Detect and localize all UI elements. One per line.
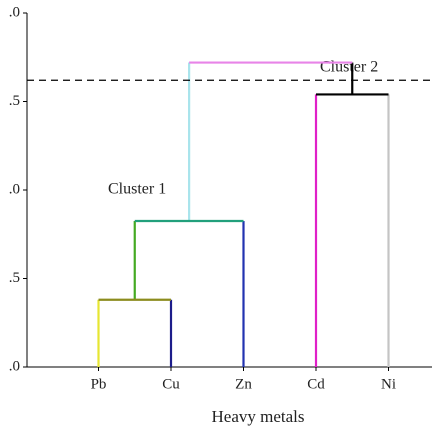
annotation: Cluster 1	[108, 181, 166, 198]
y-tick-label: .5	[9, 270, 20, 286]
x-axis-label: Heavy metals	[212, 407, 305, 426]
x-tick-label: Pb	[91, 376, 107, 392]
y-tick-label: .5	[9, 93, 20, 109]
annotation: Cluster 2	[320, 59, 378, 76]
y-tick-label: .0	[9, 4, 20, 20]
y-tick-label: .0	[9, 181, 20, 197]
x-tick-label: Ni	[381, 376, 396, 392]
x-tick-label: Cu	[162, 376, 180, 392]
x-tick-label: Zn	[235, 376, 252, 392]
x-tick-label: Cd	[307, 376, 325, 392]
y-tick-label: .0	[9, 358, 20, 374]
